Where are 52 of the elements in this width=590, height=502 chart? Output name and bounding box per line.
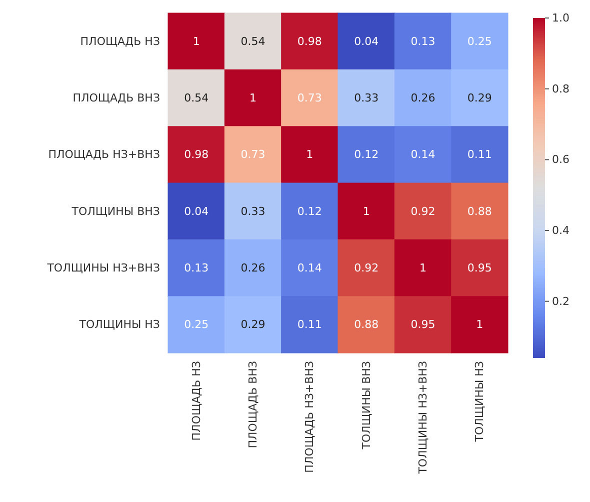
data-label: 0.33: [240, 204, 266, 218]
color-bar-label: 0.8: [552, 82, 570, 96]
data-label: 0.95: [410, 318, 436, 332]
data-label: 0.04: [354, 34, 379, 48]
data-label: 1: [306, 148, 314, 162]
data-label: 0.29: [467, 92, 492, 104]
data-label: 0.95: [467, 262, 492, 274]
y-tick-label: ПЛОЩАДЬ НЗ: [80, 34, 160, 48]
data-label: 0.26: [410, 92, 436, 104]
y-tick-label: ТОЛЩИНЫ НЗ+ВНЗ: [46, 262, 160, 274]
data-label: 0.73: [240, 148, 266, 162]
data-label: 1: [362, 204, 370, 218]
data-label: 0.13: [184, 262, 209, 274]
data-label: 0.54: [240, 34, 266, 48]
data-label: 0.25: [467, 34, 492, 48]
color-bar-label: 1.0: [552, 12, 570, 24]
data-label: 0.11: [467, 148, 492, 162]
data-label: 0.26: [240, 262, 266, 274]
data-label: 0.14: [297, 262, 322, 274]
color-bar-label: 0.4: [552, 224, 570, 237]
x-tick-label: ТОЛЩИНЫ НЗ+ВНЗ: [416, 361, 430, 475]
data-label: 0.73: [297, 92, 322, 104]
y-tick-label: ПЛОЩАДЬ НЗ+ВНЗ: [48, 148, 160, 162]
data-label: 0.33: [354, 92, 379, 104]
data-label: 1: [250, 92, 256, 104]
data-label: 1: [192, 34, 200, 48]
data-label: 0.12: [354, 148, 379, 162]
x-tick-label: ТОЛЩИНЫ ВНЗ: [360, 361, 373, 450]
y-tick-label: ТОЛЩИНЫ ВНЗ: [70, 204, 160, 218]
color-bar-label: 0.2: [552, 294, 570, 308]
data-label: 0.11: [297, 318, 322, 332]
y-tick-label: ПЛОЩАДЬ ВНЗ: [72, 92, 160, 104]
data-label: 0.88: [354, 318, 379, 332]
data-label: 0.04: [184, 204, 209, 218]
x-tick-label: ПЛОЩАДЬ ВНЗ: [246, 361, 260, 448]
data-label: 0.92: [354, 262, 379, 274]
data-label: 0.54: [184, 92, 209, 104]
data-label: 0.29: [240, 318, 266, 332]
data-label: 0.25: [184, 318, 209, 332]
data-label: 0.14: [410, 148, 436, 162]
x-tick-label: ПЛОЩАДЬ НЗ+ВНЗ: [303, 361, 316, 473]
x-tick-label: ТОЛЩИНЫ НЗ: [473, 361, 486, 443]
data-label: 0.13: [410, 34, 436, 48]
data-label: 1: [420, 262, 426, 274]
data-label: 0.92: [410, 204, 436, 218]
color-bar-label: 0.6: [552, 153, 570, 166]
y-tick-label: ТОЛЩИНЫ НЗ: [78, 318, 160, 332]
data-label: 0.88: [467, 204, 492, 218]
data-label: 0.98: [184, 148, 209, 162]
data-label: 0.12: [297, 204, 322, 218]
data-label: 0.98: [297, 34, 322, 48]
data-label: 1: [476, 318, 484, 332]
